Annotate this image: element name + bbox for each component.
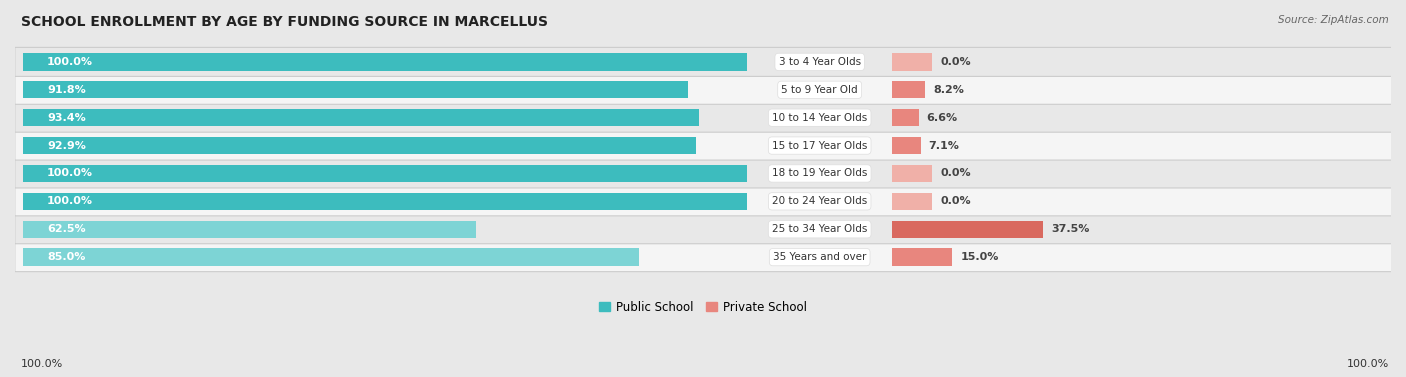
Text: 0.0%: 0.0% [941,196,972,206]
Bar [22,193,747,210]
Text: 100.0%: 100.0% [21,359,63,369]
Text: 8.2%: 8.2% [934,85,965,95]
Text: 6.6%: 6.6% [927,113,957,123]
Bar [891,53,932,70]
Text: 92.9%: 92.9% [48,141,86,150]
Bar [891,248,952,266]
Text: 35 Years and over: 35 Years and over [773,252,866,262]
FancyBboxPatch shape [15,75,1399,104]
Text: 0.0%: 0.0% [941,57,972,67]
Bar [22,53,747,70]
FancyBboxPatch shape [15,243,1399,272]
Text: 15.0%: 15.0% [960,252,998,262]
Text: 7.1%: 7.1% [929,141,959,150]
Text: 0.0%: 0.0% [941,169,972,178]
Text: 100.0%: 100.0% [48,57,93,67]
FancyBboxPatch shape [15,187,1399,216]
Text: 62.5%: 62.5% [48,224,86,234]
Text: 100.0%: 100.0% [1347,359,1389,369]
FancyBboxPatch shape [15,131,1399,160]
Text: 20 to 24 Year Olds: 20 to 24 Year Olds [772,196,868,206]
Bar [22,81,688,98]
Legend: Public School, Private School: Public School, Private School [593,296,813,318]
Bar [891,109,918,126]
Bar [22,221,475,238]
Text: 37.5%: 37.5% [1052,224,1090,234]
Text: 18 to 19 Year Olds: 18 to 19 Year Olds [772,169,868,178]
FancyBboxPatch shape [15,159,1399,188]
Text: 3 to 4 Year Olds: 3 to 4 Year Olds [779,57,860,67]
Bar [891,165,932,182]
Text: 10 to 14 Year Olds: 10 to 14 Year Olds [772,113,868,123]
Text: 93.4%: 93.4% [48,113,86,123]
Text: 100.0%: 100.0% [48,169,93,178]
Text: 85.0%: 85.0% [48,252,86,262]
Bar [22,137,696,154]
Bar [891,221,1043,238]
Bar [22,248,638,266]
Bar [891,137,921,154]
Text: 15 to 17 Year Olds: 15 to 17 Year Olds [772,141,868,150]
FancyBboxPatch shape [15,48,1399,77]
Text: SCHOOL ENROLLMENT BY AGE BY FUNDING SOURCE IN MARCELLUS: SCHOOL ENROLLMENT BY AGE BY FUNDING SOUR… [21,15,548,29]
Text: 100.0%: 100.0% [48,196,93,206]
Bar [891,193,932,210]
FancyBboxPatch shape [15,103,1399,132]
Text: 25 to 34 Year Olds: 25 to 34 Year Olds [772,224,868,234]
Text: 5 to 9 Year Old: 5 to 9 Year Old [782,85,858,95]
Bar [891,81,925,98]
Bar [22,165,747,182]
FancyBboxPatch shape [15,215,1399,244]
Bar [22,109,699,126]
Text: 91.8%: 91.8% [48,85,86,95]
Text: Source: ZipAtlas.com: Source: ZipAtlas.com [1278,15,1389,25]
